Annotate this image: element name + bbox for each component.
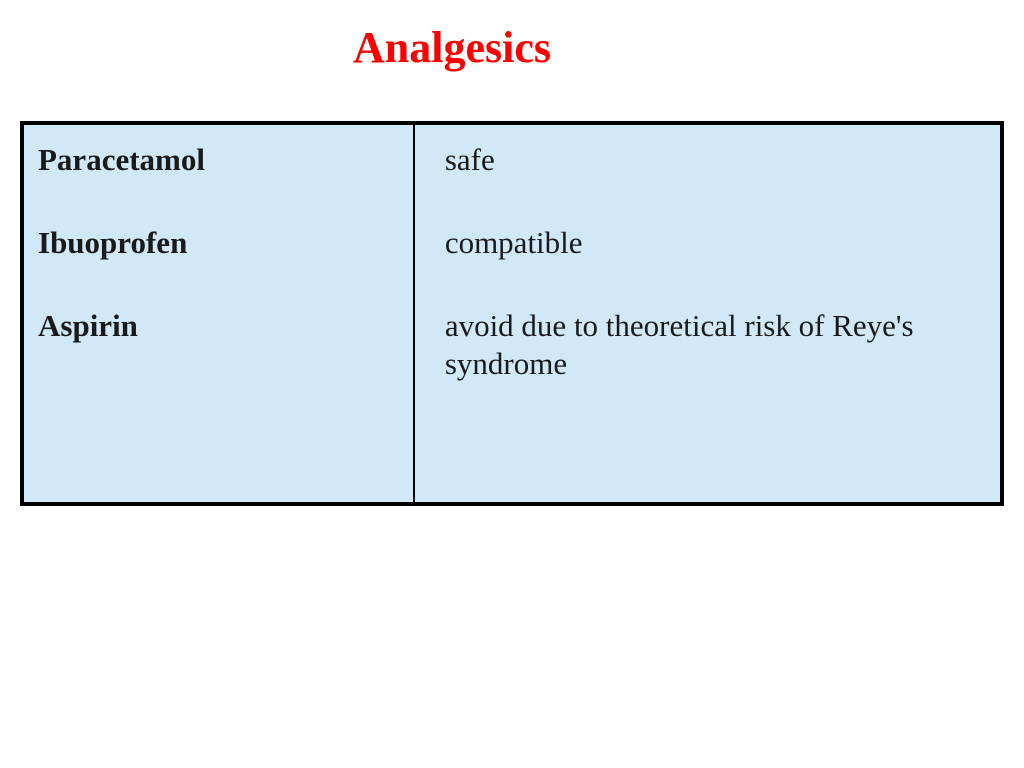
note-cell: safe compatible avoid due to theoretical… — [414, 123, 1002, 504]
slide: Analgesics Paracetamol Ibuoprofen Aspiri… — [0, 0, 1024, 768]
analgesics-table-wrap: Paracetamol Ibuoprofen Aspirin safe comp… — [20, 121, 1004, 506]
slide-title: Analgesics — [0, 0, 1024, 91]
drug-note: avoid due to theoretical risk of Reye's … — [445, 301, 986, 423]
drug-note: safe — [445, 135, 986, 218]
table-row: Paracetamol Ibuoprofen Aspirin safe comp… — [22, 123, 1002, 504]
spacer — [38, 383, 399, 453]
drug-name: Paracetamol — [38, 135, 399, 218]
spacer — [445, 422, 986, 492]
drug-note: compatible — [445, 218, 986, 301]
drug-cell: Paracetamol Ibuoprofen Aspirin — [22, 123, 414, 504]
analgesics-table: Paracetamol Ibuoprofen Aspirin safe comp… — [20, 121, 1004, 506]
drug-name: Aspirin — [38, 301, 399, 384]
drug-name: Ibuoprofen — [38, 218, 399, 301]
